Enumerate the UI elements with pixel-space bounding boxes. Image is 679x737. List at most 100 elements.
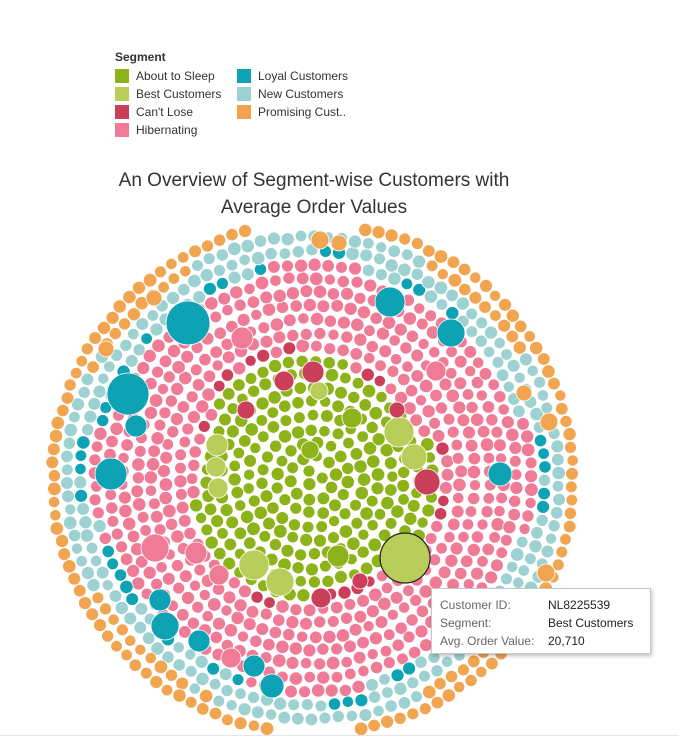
bubble-hibernating[interactable] [503, 521, 516, 534]
bubble-promising-customers[interactable] [119, 318, 131, 330]
bubble-hibernating[interactable] [438, 566, 451, 579]
bubble-hibernating[interactable] [157, 383, 168, 394]
bubble-hibernating[interactable] [324, 343, 336, 355]
bubble-new-customers[interactable] [195, 655, 208, 668]
bubble-hibernating[interactable] [150, 510, 163, 523]
bubble-new-customers[interactable] [65, 504, 76, 515]
bubble-promising-customers[interactable] [479, 301, 492, 314]
bubble-hibernating[interactable] [268, 261, 281, 274]
bubble-about-to-sleep[interactable] [235, 500, 246, 511]
bubble-about-to-sleep[interactable] [348, 391, 360, 403]
bubble-promising-customers[interactable] [331, 235, 347, 251]
bubble-new-customers[interactable] [96, 566, 109, 579]
bubble-about-to-sleep[interactable] [340, 372, 352, 384]
bubble-hibernating[interactable] [357, 595, 370, 608]
bubble-promising-customers[interactable] [161, 684, 173, 696]
bubble-hibernating[interactable] [447, 426, 459, 438]
bubble-hibernating[interactable] [185, 542, 207, 564]
bubble-about-to-sleep[interactable] [211, 515, 224, 528]
bubble-hibernating[interactable] [173, 582, 185, 594]
bubble-hibernating[interactable] [403, 585, 415, 597]
bubble-promising-customers[interactable] [555, 390, 566, 401]
bubble-new-customers[interactable] [531, 527, 544, 540]
bubble-hibernating[interactable] [300, 328, 312, 340]
bubble-new-customers[interactable] [192, 260, 204, 272]
bubble-hibernating[interactable] [314, 328, 326, 340]
bubble-new-customers[interactable] [501, 349, 513, 361]
bubble-hibernating[interactable] [425, 533, 437, 545]
bubble-hibernating[interactable] [452, 452, 464, 464]
bubble-best-customers-selected[interactable] [380, 533, 430, 583]
bubble-new-customers[interactable] [63, 437, 75, 449]
bubble-new-customers[interactable] [76, 555, 88, 567]
bubble-promising-customers[interactable] [419, 703, 431, 715]
bubble-hibernating[interactable] [366, 605, 379, 618]
bubble-promising-customers[interactable] [79, 597, 92, 610]
bubble-about-to-sleep[interactable] [271, 467, 284, 480]
bubble-hibernating[interactable] [363, 621, 374, 632]
bubble-cant-lose[interactable] [436, 442, 449, 455]
bubble-hibernating[interactable] [222, 305, 233, 316]
bubble-hibernating[interactable] [290, 300, 302, 312]
bubble-about-to-sleep[interactable] [226, 516, 239, 529]
bubble-hibernating[interactable] [509, 455, 521, 467]
bubble-new-customers[interactable] [133, 344, 145, 356]
bubble-about-to-sleep[interactable] [404, 512, 417, 525]
bubble-promising-customers[interactable] [457, 664, 469, 676]
bubble-about-to-sleep[interactable] [256, 415, 268, 427]
bubble-hibernating[interactable] [331, 299, 344, 312]
bubble-about-to-sleep[interactable] [244, 455, 257, 468]
bubble-about-to-sleep[interactable] [292, 562, 304, 574]
bubble-hibernating[interactable] [190, 580, 201, 591]
bubble-hibernating[interactable] [177, 401, 190, 414]
bubble-hibernating[interactable] [454, 355, 467, 368]
bubble-about-to-sleep[interactable] [374, 509, 386, 521]
bubble-loyal-customers[interactable] [537, 500, 550, 513]
bubble-hibernating[interactable] [448, 518, 461, 531]
bubble-about-to-sleep[interactable] [303, 493, 316, 506]
bubble-hibernating[interactable] [111, 528, 123, 540]
bubble-new-customers[interactable] [252, 252, 265, 265]
bubble-hibernating[interactable] [458, 531, 469, 542]
bubble-hibernating[interactable] [446, 389, 459, 402]
bubble-hibernating[interactable] [327, 288, 339, 300]
bubble-new-customers[interactable] [254, 235, 266, 247]
bubble-new-customers[interactable] [513, 405, 526, 418]
bubble-hibernating[interactable] [186, 391, 198, 403]
bubble-about-to-sleep[interactable] [422, 504, 435, 517]
bubble-new-customers[interactable] [529, 540, 542, 553]
bubble-about-to-sleep[interactable] [334, 450, 347, 463]
bubble-about-to-sleep[interactable] [190, 499, 203, 512]
bubble-promising-customers[interactable] [140, 667, 152, 679]
bubble-promising-customers[interactable] [57, 404, 69, 416]
bubble-hibernating[interactable] [327, 616, 339, 628]
bubble-promising-customers[interactable] [48, 470, 60, 482]
bubble-new-customers[interactable] [80, 529, 93, 542]
bubble-new-customers[interactable] [503, 381, 514, 392]
bubble-new-customers[interactable] [411, 268, 423, 280]
bubble-about-to-sleep[interactable] [244, 469, 255, 480]
bubble-about-to-sleep[interactable] [334, 570, 347, 583]
bubble-loyal-customers[interactable] [188, 630, 210, 652]
bubble-about-to-sleep[interactable] [380, 444, 393, 457]
bubble-promising-customers[interactable] [434, 250, 448, 264]
bubble-new-customers[interactable] [519, 353, 532, 366]
bubble-about-to-sleep[interactable] [303, 465, 315, 477]
bubble-promising-customers[interactable] [442, 689, 455, 702]
bubble-hibernating[interactable] [383, 629, 395, 641]
bubble-hibernating[interactable] [299, 686, 311, 698]
bubble-hibernating[interactable] [314, 658, 326, 670]
bubble-hibernating[interactable] [379, 345, 392, 358]
bubble-hibernating[interactable] [519, 523, 530, 534]
bubble-new-customers[interactable] [81, 373, 94, 386]
bubble-hibernating[interactable] [311, 340, 323, 352]
bubble-new-customers[interactable] [434, 281, 448, 295]
bubble-hibernating[interactable] [246, 677, 257, 688]
bubble-new-customers[interactable] [241, 239, 254, 252]
bubble-hibernating[interactable] [381, 582, 392, 593]
bubble-new-customers[interactable] [62, 490, 75, 503]
bubble-hibernating[interactable] [166, 518, 178, 530]
bubble-loyal-customers[interactable] [391, 669, 404, 682]
bubble-hibernating[interactable] [218, 292, 231, 305]
bubble-hibernating[interactable] [182, 423, 194, 435]
